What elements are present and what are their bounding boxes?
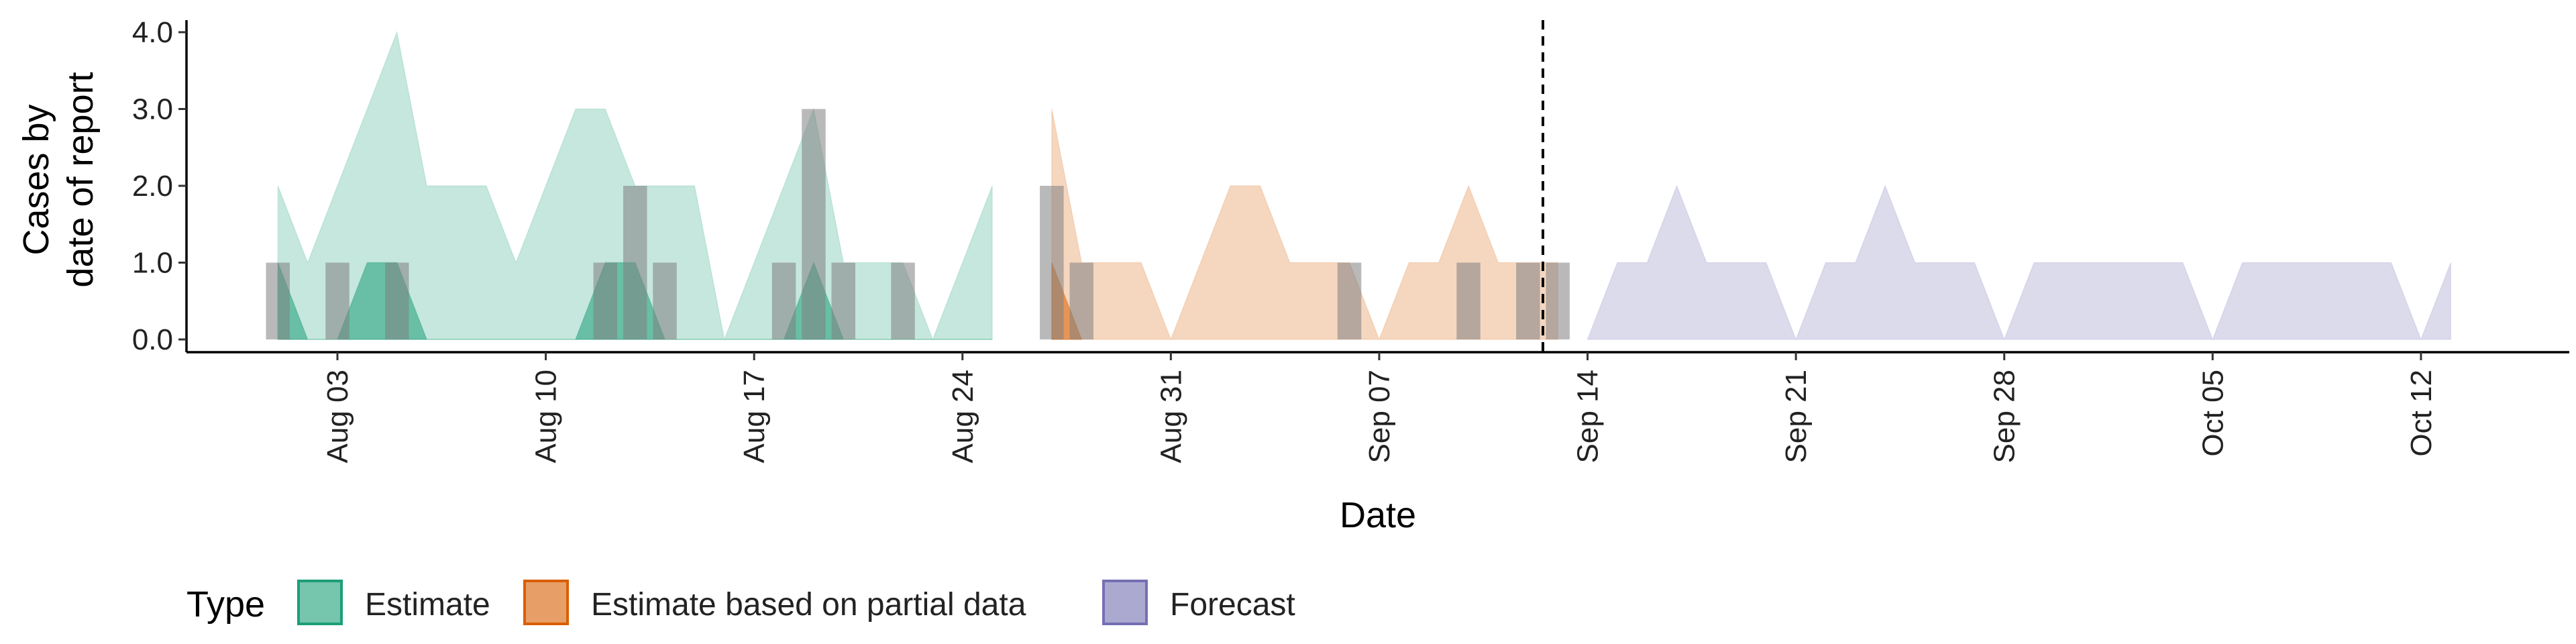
y-tick-label: 1.0: [132, 247, 173, 280]
legend-key-estimate: [297, 580, 343, 625]
reported-case-bar: [623, 186, 647, 339]
band-forecast-outer-0: [1587, 184, 2452, 341]
y-axis-title-line: date of report: [60, 72, 101, 287]
reported-bars-layer: [266, 109, 1570, 339]
x-tick-label: Sep 21: [1780, 370, 1813, 463]
x-tick-label: Oct 12: [2405, 370, 2438, 457]
y-tick-label: 4.0: [132, 16, 173, 49]
x-tick-label: Sep 14: [1572, 370, 1605, 463]
band-estimate-based-on-partial-data-outer-0: [1051, 109, 1558, 341]
axes-layer: 0.0 1.0 2.0 3.0 4.0 Aug 03 Aug 10 Aug 17 Aug 24 A…: [16, 16, 2569, 535]
legend-label-estimate: Estimate: [365, 587, 490, 623]
reported-case-bar: [325, 262, 350, 339]
reported-case-bar: [1546, 262, 1570, 339]
x-tick-label: Aug 17: [738, 370, 771, 463]
reported-case-bar: [771, 262, 796, 339]
x-tick-label: Oct 05: [2196, 370, 2229, 457]
reported-case-bar: [831, 262, 855, 339]
y-tick-label: 3.0: [132, 93, 173, 126]
y-axis-title-line: Cases by: [16, 104, 56, 255]
legend-key-forecast: [1102, 580, 1148, 625]
reported-case-bar: [1456, 262, 1481, 339]
legend-title: Type: [186, 584, 265, 625]
reported-case-bar: [1040, 186, 1064, 339]
reported-case-bar: [802, 109, 826, 339]
reported-case-bar: [891, 262, 915, 339]
x-tick-label: Aug 24: [947, 370, 979, 463]
y-tick-label: 2.0: [132, 170, 173, 203]
legend-key-estimate-based-on-partial-data: [523, 580, 569, 625]
reported-case-bar: [266, 262, 290, 339]
reported-case-bar: [1069, 262, 1093, 339]
x-tick-label: Sep 28: [1988, 370, 2021, 463]
reported-case-bar: [653, 262, 677, 339]
reported-case-bar: [1516, 262, 1540, 339]
y-tick-label: 0.0: [132, 323, 173, 356]
x-tick-label: Aug 10: [530, 370, 563, 463]
x-tick-label: Sep 07: [1363, 370, 1396, 463]
legend-label-forecast: Forecast: [1170, 587, 1295, 623]
legend: Type Estimate Estimate based on partial da…: [186, 580, 1295, 625]
reported-case-bar: [593, 262, 618, 339]
x-tick-label: Aug 31: [1155, 370, 1187, 463]
legend-label-estimate-based-on-partial-data: Estimate based on partial data: [591, 587, 1026, 623]
reported-case-bar: [1337, 262, 1362, 339]
reported-case-bar: [385, 262, 409, 339]
x-axis-title: Date: [1340, 495, 1416, 535]
x-tick-label: Aug 03: [321, 370, 354, 463]
